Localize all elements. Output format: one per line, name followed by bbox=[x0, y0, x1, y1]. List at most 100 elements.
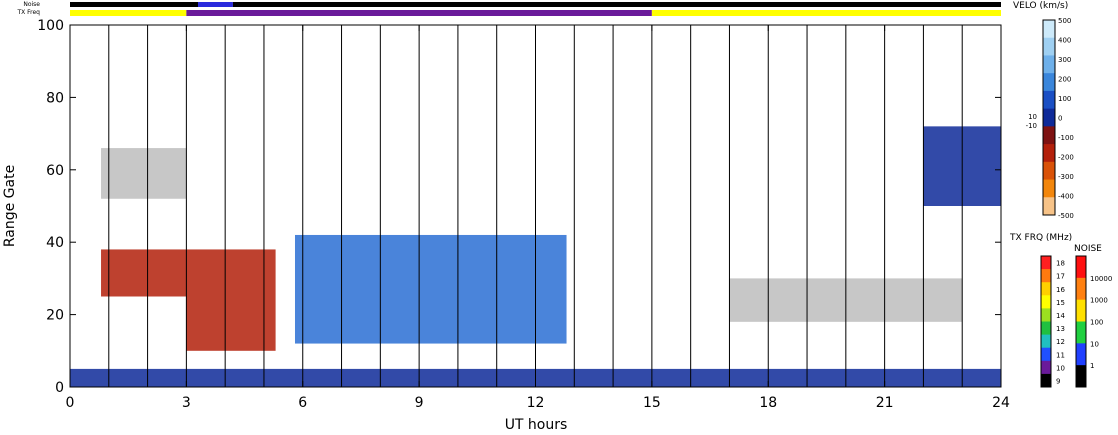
y-tick-label: 80 bbox=[46, 90, 64, 106]
noise-colorbar-ticks: 10000 1000 100 10 1 bbox=[1090, 275, 1112, 370]
noise-tick-label: 10000 bbox=[1090, 275, 1112, 283]
y-tick-label: 0 bbox=[55, 380, 64, 396]
noise-tick-label: 1 bbox=[1090, 362, 1094, 370]
txfreq-tick-label: 11 bbox=[1056, 351, 1065, 359]
txfreq-tick-label: 12 bbox=[1056, 338, 1065, 346]
txfreq-color-cell bbox=[1041, 334, 1051, 349]
noise-colorbar: NOISE 10000 1000 100 10 1 bbox=[1074, 244, 1112, 388]
velocity-tick-label: -200 bbox=[1058, 154, 1074, 162]
velocity-tick-label: 0 bbox=[1058, 115, 1062, 123]
velocity-color-cell bbox=[1043, 161, 1055, 181]
txfreq-color-cell bbox=[1041, 321, 1051, 336]
noise-scale-title: NOISE bbox=[1074, 244, 1102, 254]
txfreq-strip bbox=[70, 10, 1001, 16]
txfreq-strip-label: TX Freq bbox=[16, 9, 40, 16]
noise-color-cell bbox=[1076, 256, 1086, 279]
txfreq-tick-label: 17 bbox=[1056, 273, 1065, 281]
txfreq-strip-segment bbox=[651, 10, 1001, 16]
velocity-color-cell bbox=[1043, 179, 1055, 198]
txfreq-colorbar-ticks: 18 17 16 15 14 13 12 11 10 9 bbox=[1056, 260, 1065, 386]
x-tick-label: 12 bbox=[527, 395, 545, 411]
velocity-color-cell bbox=[1043, 108, 1055, 127]
velocity-color-cell bbox=[1043, 90, 1055, 110]
noise-color-cell bbox=[1076, 343, 1086, 366]
velocity-tick-label: -400 bbox=[1058, 193, 1074, 201]
noise-color-cell bbox=[1076, 321, 1086, 344]
y-tick-label: 20 bbox=[46, 308, 64, 324]
x-tick-label: 18 bbox=[759, 395, 777, 411]
txfreq-color-cell bbox=[1041, 256, 1051, 270]
noise-color-cell bbox=[1076, 277, 1086, 301]
x-tick-label: 9 bbox=[415, 395, 424, 411]
txfreq-tick-label: 14 bbox=[1056, 312, 1065, 320]
txfreq-tick-label: 10 bbox=[1056, 364, 1065, 372]
velocity-colorbar-frame bbox=[1042, 19, 1056, 216]
velocity-inner-label-neg: -10 bbox=[1026, 122, 1037, 130]
txfreq-tick-label: 16 bbox=[1056, 286, 1065, 294]
txfreq-tick-label: 18 bbox=[1056, 260, 1065, 268]
noise-strip-label: Noise bbox=[23, 1, 40, 8]
velocity-tick-label: -100 bbox=[1058, 134, 1074, 142]
txfreq-strip-segment bbox=[70, 10, 187, 16]
velocity-color-cell bbox=[1043, 37, 1055, 56]
velocity-tick-label: 400 bbox=[1058, 37, 1071, 45]
txfreq-colorbar-cells bbox=[1041, 256, 1051, 388]
noise-strip-segment bbox=[70, 2, 199, 7]
y-tick-label: 60 bbox=[46, 163, 64, 179]
y-axis-label: Range Gate bbox=[2, 165, 18, 247]
x-tick-label: 6 bbox=[298, 395, 307, 411]
velocity-color-cell bbox=[1043, 126, 1055, 145]
noise-tick-label: 10 bbox=[1090, 340, 1099, 348]
velocity-color-cell bbox=[1043, 20, 1055, 39]
velocity-color-cell bbox=[1043, 144, 1055, 163]
velocity-color-cell bbox=[1043, 73, 1055, 92]
noise-strip bbox=[70, 2, 1002, 7]
data-region: positive flow patch bbox=[294, 234, 567, 344]
noise-colorbar-frame bbox=[1075, 255, 1087, 388]
txfreq-colorbar: TX FRQ (MHz) 18 17 16 15 14 13 12 11 10 9 bbox=[1009, 233, 1072, 388]
velocity-scale-title: VELO (km/s) bbox=[1013, 1, 1068, 11]
noise-tick-label: 100 bbox=[1090, 319, 1103, 327]
txfreq-color-cell bbox=[1041, 308, 1051, 322]
data-region: ground scatter far range bbox=[101, 148, 187, 199]
y-tick-label: 40 bbox=[46, 235, 64, 251]
velocity-color-cell bbox=[1043, 55, 1055, 74]
txfreq-tick-label: 13 bbox=[1056, 325, 1065, 333]
txfreq-color-cell bbox=[1041, 269, 1051, 283]
velocity-tick-label: 100 bbox=[1058, 95, 1071, 103]
x-tick-label: 24 bbox=[992, 395, 1010, 411]
x-axis-label: UT hours bbox=[505, 417, 568, 433]
txfreq-color-cell bbox=[1041, 373, 1051, 388]
velocity-colorbar-cells bbox=[1043, 20, 1055, 216]
txfreq-color-cell bbox=[1041, 347, 1051, 362]
y-axis-ticks: 0 20 40 60 80 100 bbox=[37, 18, 1001, 396]
txfreq-scale-title: TX FRQ (MHz) bbox=[1009, 233, 1072, 243]
txfreq-color-cell bbox=[1041, 295, 1051, 309]
velocity-color-cell bbox=[1043, 197, 1055, 216]
data-region: negative flow 3-5 UT bbox=[186, 249, 276, 351]
txfreq-color-cell bbox=[1041, 282, 1051, 296]
x-tick-label: 3 bbox=[182, 395, 191, 411]
velocity-colorbar-ticks: 500 400 300 200 100 0 -100 -200 -300 -400 -500 bbox=[1058, 17, 1074, 220]
noise-color-cell bbox=[1076, 365, 1086, 388]
x-axis-ticks: 0 3 6 9 12 15 18 21 24 bbox=[66, 25, 1010, 411]
noise-tick-label: 1000 bbox=[1090, 297, 1108, 305]
noise-color-cell bbox=[1076, 299, 1086, 322]
velocity-colorbar: VELO (km/s) 500 400 300 200 100 0 -100 -200 -300… bbox=[1013, 1, 1074, 220]
txfreq-colorbar-frame bbox=[1040, 255, 1052, 388]
x-tick-label: 0 bbox=[66, 395, 75, 411]
velocity-tick-label: 200 bbox=[1058, 76, 1071, 84]
status-strips: Noise TX Freq bbox=[16, 1, 1002, 16]
noise-colorbar-cells bbox=[1076, 256, 1086, 388]
x-tick-label: 15 bbox=[643, 395, 661, 411]
x-tick-label: 21 bbox=[876, 395, 894, 411]
txfreq-color-cell bbox=[1041, 360, 1051, 375]
y-tick-label: 100 bbox=[37, 18, 64, 34]
txfreq-tick-label: 15 bbox=[1056, 299, 1065, 307]
velocity-tick-label: 500 bbox=[1058, 17, 1071, 25]
txfreq-strip-segment bbox=[186, 10, 652, 16]
velocity-tick-label: 300 bbox=[1058, 56, 1071, 64]
velocity-inner-label-pos: 10 bbox=[1028, 113, 1037, 121]
scan-marker-lines bbox=[108, 25, 963, 387]
